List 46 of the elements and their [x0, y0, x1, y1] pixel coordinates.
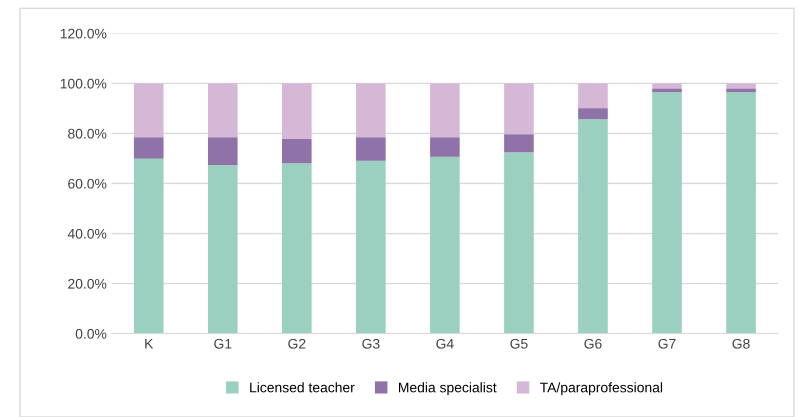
- bar: [430, 83, 460, 138]
- bar: [504, 152, 534, 334]
- bar: [282, 83, 312, 139]
- bar: [208, 83, 238, 138]
- y-tick-label: 100.0%: [60, 78, 106, 89]
- x-tick-label: G3: [362, 338, 380, 349]
- x-tick-label: G5: [510, 338, 528, 349]
- bar: [430, 156, 460, 334]
- bar: [282, 138, 312, 164]
- y-tick-label: 20.0%: [68, 278, 106, 289]
- y-tick-label: 60.0%: [68, 178, 106, 189]
- bar: [726, 88, 756, 92]
- y-tick-label: 120.0%: [60, 28, 106, 39]
- x-tick-label: G8: [732, 338, 750, 349]
- bar: [652, 92, 682, 334]
- legend-label: TA/paraprofessional: [540, 382, 662, 396]
- y-tick-label: 0.0%: [76, 328, 106, 339]
- bar: [504, 134, 534, 152]
- bar: [726, 83, 756, 89]
- x-tick-label: G1: [214, 338, 232, 349]
- bar: [578, 83, 608, 108]
- x-tick-label: G4: [436, 338, 454, 349]
- bar: [282, 163, 312, 334]
- bar: [578, 119, 608, 334]
- bar: [134, 83, 164, 138]
- bar: [134, 158, 164, 334]
- y-tick-label: 80.0%: [68, 128, 106, 139]
- x-tick-label: G2: [288, 338, 306, 349]
- bar: [504, 83, 534, 134]
- bar: [356, 137, 386, 161]
- bar: [356, 83, 386, 138]
- bar: [652, 88, 682, 92]
- bar: [578, 108, 608, 120]
- bar: [134, 137, 164, 158]
- x-tick-label: K: [145, 338, 154, 349]
- bar: [208, 137, 238, 165]
- legend-label: Media specialist: [398, 382, 497, 396]
- bar: [652, 83, 682, 89]
- x-tick-label: G7: [658, 338, 676, 349]
- legend-label: Licensed teacher: [250, 382, 355, 392]
- bar: [356, 160, 386, 334]
- x-tick-label: G6: [584, 338, 602, 349]
- y-tick-label: 40.0%: [68, 228, 106, 239]
- bar: [208, 164, 238, 334]
- bar: [726, 92, 756, 334]
- bar: [430, 137, 460, 157]
